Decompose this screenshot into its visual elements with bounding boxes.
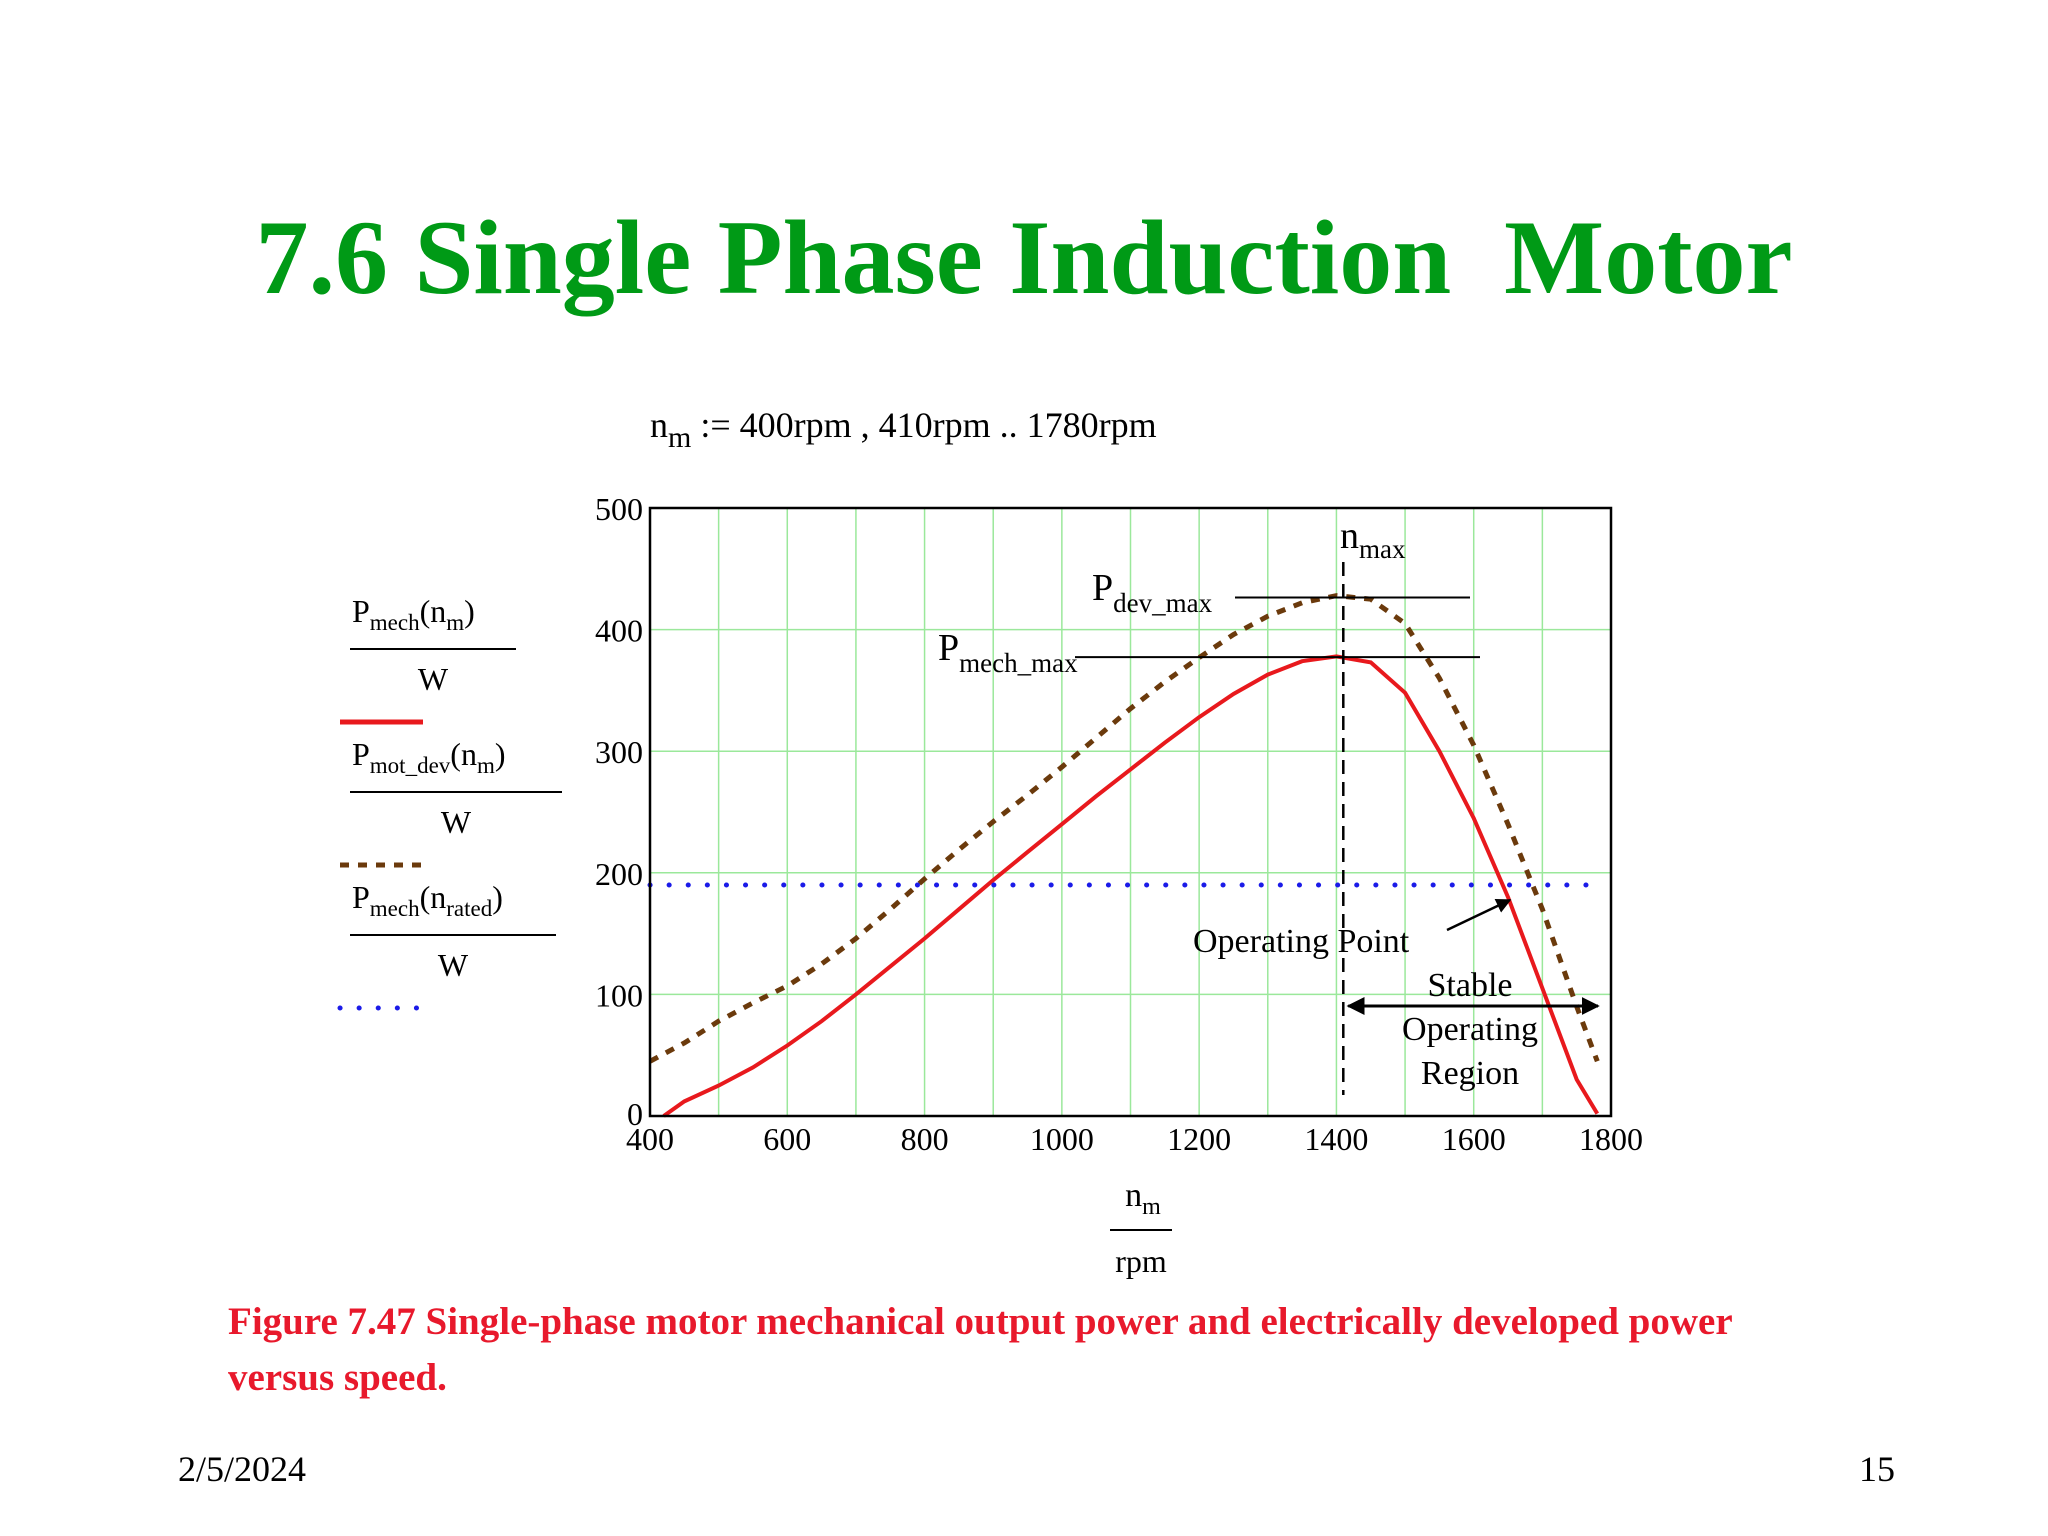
x-tick-label: 1200 <box>1167 1121 1231 1157</box>
legend-numerator: Pmech(nm) <box>352 593 475 635</box>
legend-entry-1: Pmech(nm) W <box>340 593 516 725</box>
legend-denominator: W <box>438 947 469 983</box>
stable-region-label-line: Operating <box>1402 1011 1538 1048</box>
x-tick-label: 400 <box>626 1121 674 1157</box>
x-tick-label: 600 <box>763 1121 811 1157</box>
slide-title: 7.6 Single Phase Induction Motor <box>255 199 1793 316</box>
legend-denominator: W <box>418 661 449 697</box>
legend-entry-3: Pmech(nrated) W <box>337 879 556 1011</box>
legend: Pmech(nm) W Pmot_dev(nm) W Pmech(nrated) W <box>337 593 562 1011</box>
page-number: 15 <box>1859 1449 1895 1489</box>
plot-frame <box>648 506 1613 1118</box>
grid <box>650 508 1611 1116</box>
stable-region-label-line: Stable <box>1428 967 1513 1004</box>
x-tick-label: 1600 <box>1442 1121 1506 1157</box>
legend-entry-2: Pmot_dev(nm) W <box>340 736 562 868</box>
legend-numerator: Pmot_dev(nm) <box>352 736 506 778</box>
y-tick-label: 200 <box>595 856 643 892</box>
x-axis-label: nm rpm <box>1110 1177 1172 1279</box>
y-tick-label: 0 <box>627 1096 643 1132</box>
x-tick-label: 800 <box>901 1121 949 1157</box>
legend-numerator: Pmech(nrated) <box>352 879 503 921</box>
x-label-numerator: nm <box>1125 1177 1161 1220</box>
stable-region-label-line: Region <box>1421 1055 1519 1092</box>
p-dev-max-label: Pdev_max <box>1092 567 1213 618</box>
operating-point-label: Operating Point <box>1193 923 1410 960</box>
operating-point-arrow <box>1446 898 1512 932</box>
range-var: n <box>650 405 668 445</box>
tick-labels: 400 600 800 1000 1200 1400 1600 1800 0 100 200 300 4… <box>595 491 1643 1157</box>
figure-caption: Figure 7.47 Single-phase motor mechanica… <box>228 1300 1732 1399</box>
y-tick-label: 300 <box>595 734 643 770</box>
series-group <box>647 593 1600 1118</box>
range-var-sub: m <box>668 421 692 454</box>
x-tick-label: 1400 <box>1304 1121 1368 1157</box>
series-line-2 <box>648 593 1600 1064</box>
y-tick-label: 100 <box>595 977 643 1013</box>
series-line-1 <box>662 654 1600 1118</box>
x-tick-label: 1000 <box>1030 1121 1094 1157</box>
x-tick-label: 1800 <box>1579 1121 1643 1157</box>
range-rest: := 400rpm , 410rpm .. 1780rpm <box>691 405 1157 445</box>
n-max-label: nmax <box>1340 515 1406 564</box>
footer-date: 2/5/2024 <box>178 1449 307 1489</box>
legend-denominator: W <box>441 804 472 840</box>
annotations: nmax Pdev_max Pmech_max Operating Point Stab… <box>938 515 1600 1095</box>
x-label-denominator: rpm <box>1115 1243 1167 1279</box>
p-mech-max-label: Pmech_max <box>938 627 1078 678</box>
range-definition: nm := 400rpm , 410rpm .. 1780rpm <box>650 404 1157 455</box>
y-tick-label: 500 <box>595 491 643 527</box>
y-tick-label: 400 <box>595 613 643 649</box>
